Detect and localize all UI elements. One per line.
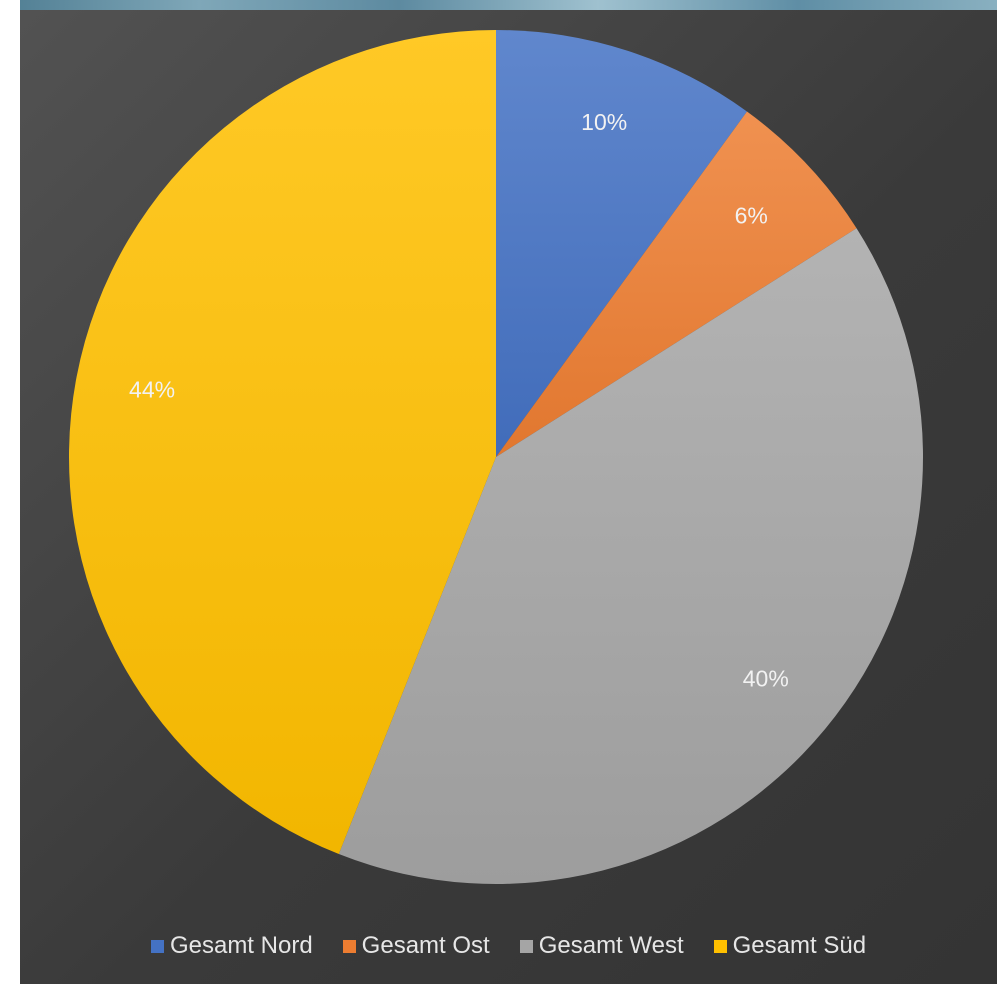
data-label-gesamt-west: 40%	[743, 665, 789, 691]
pie-slice-gesamt-nord	[496, 30, 747, 457]
data-label-gesamt-süd: 44%	[129, 376, 175, 402]
pie-slices	[69, 30, 923, 884]
legend-swatch	[342, 939, 356, 953]
data-label-gesamt-nord: 10%	[581, 109, 627, 135]
pie-slice-gesamt-süd	[69, 30, 496, 855]
pie-chart: 10% 6% 40% 44%	[69, 30, 923, 884]
pie-slice-gesamt-ost	[496, 111, 857, 457]
legend-item-gesamt-west: Gesamt West	[519, 932, 684, 960]
legend-label: Gesamt Süd	[732, 932, 867, 959]
legend-label: Gesamt Ost	[361, 932, 490, 959]
pie-data-labels: 10% 6% 40% 44%	[129, 109, 789, 691]
legend-label: Gesamt West	[538, 932, 684, 959]
legend-item-gesamt-nord: Gesamt Nord	[150, 932, 313, 960]
window-top-border	[0, 0, 997, 10]
legend-swatch	[150, 939, 164, 953]
data-label-gesamt-ost: 6%	[735, 202, 768, 228]
pie-slice-gesamt-west	[338, 228, 923, 884]
chart-legend: Gesamt Nord Gesamt Ost Gesamt West Gesamt S…	[20, 928, 997, 964]
chart-area: 10% 6% 40% 44% Gesamt Nord Gesamt Ost Gesamt …	[20, 10, 997, 984]
legend-swatch	[713, 939, 727, 953]
legend-swatch	[519, 939, 533, 953]
window-left-margin	[0, 0, 20, 984]
legend-item-gesamt-ost: Gesamt Ost	[342, 932, 490, 960]
legend-item-gesamt-süd: Gesamt Süd	[713, 932, 867, 960]
legend-label: Gesamt Nord	[169, 932, 313, 959]
